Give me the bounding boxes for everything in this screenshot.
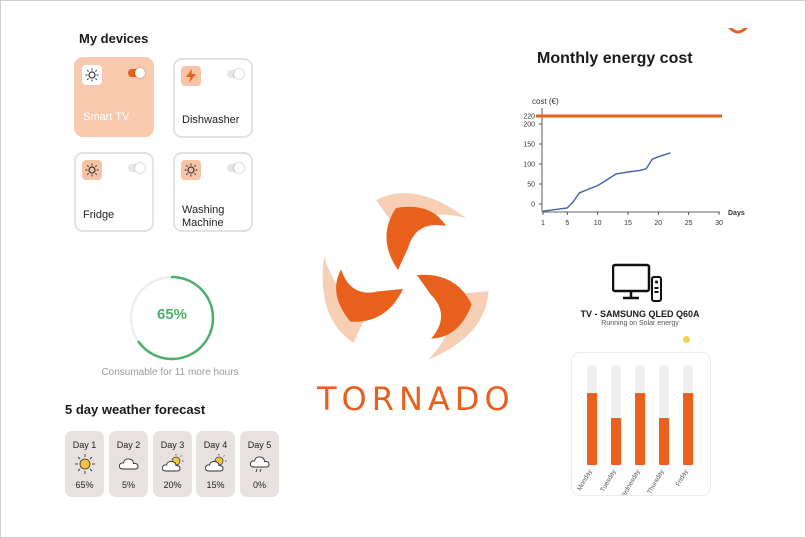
bar-label: Tuesday xyxy=(599,468,618,494)
devices-title: My devices xyxy=(79,31,149,46)
energy-line-chart: cost (€) Days 1 5 10 15 20 25 3005010015020022… xyxy=(523,97,745,227)
weather-day-card[interactable]: Day 5 0% xyxy=(240,431,279,497)
x-tick-label: 25 xyxy=(685,220,693,227)
sun-icon xyxy=(82,65,102,85)
device-card-smart-tv[interactable]: Smart TV xyxy=(74,57,154,137)
device-toggle[interactable] xyxy=(128,68,145,78)
rain-chance: 5% xyxy=(121,480,135,490)
sun-icon xyxy=(181,160,201,180)
rain-chance: 0% xyxy=(252,480,266,490)
x-tick-label: 20 xyxy=(654,220,662,227)
consumable-percent: 65% xyxy=(156,306,188,323)
tv-status: Running on Solar energy xyxy=(601,320,679,327)
device-toggle[interactable] xyxy=(227,69,244,79)
tv-name: TV - SAMSUNG QLED Q60A xyxy=(580,309,700,319)
tornado-logo-icon xyxy=(322,193,489,360)
device-toggle[interactable] xyxy=(128,163,145,173)
y-tick-label: 100 xyxy=(523,162,535,169)
device-label: Fridge xyxy=(83,209,115,221)
device-label: Smart TV xyxy=(83,111,130,123)
x-axis-label: Days xyxy=(728,210,745,217)
bar xyxy=(611,418,621,465)
x-tick-label: 15 xyxy=(624,220,632,227)
sun-icon xyxy=(75,454,95,474)
weather-day-card[interactable]: Day 4 15% xyxy=(196,431,235,497)
y-tick-label: 200 xyxy=(523,122,535,129)
bar xyxy=(659,418,669,465)
day-label: Day 5 xyxy=(247,440,272,450)
rain-chance: 20% xyxy=(163,480,182,490)
x-tick-label: 10 xyxy=(594,220,602,227)
partly-cloudy-icon xyxy=(161,454,184,472)
y-tick-label: 220 xyxy=(523,114,535,121)
device-label: Dishwasher xyxy=(182,114,240,126)
day-label: Day 2 xyxy=(116,440,141,450)
device-label: Washing Machine xyxy=(182,204,225,229)
weather-day-card[interactable]: Day 3 20% xyxy=(153,431,192,497)
rain-chance: 15% xyxy=(206,480,225,490)
bar xyxy=(635,393,645,465)
day-label: Day 3 xyxy=(160,440,185,450)
weather-day-card[interactable]: Day 2 5% xyxy=(109,431,148,497)
consumable-gauge xyxy=(129,275,215,361)
bar-label: Thursday xyxy=(646,468,666,495)
bar-label: Wednesday xyxy=(619,468,643,495)
chart-title: Monthly energy cost xyxy=(537,50,693,67)
y-axis-label: cost (€) xyxy=(532,97,559,106)
device-card-fridge[interactable]: Fridge xyxy=(74,152,154,232)
y-tick-label: 150 xyxy=(523,142,535,149)
brand-name: TORNADO xyxy=(317,380,515,418)
y-tick-label: 50 xyxy=(527,182,535,189)
weather-title: 5 day weather forecast xyxy=(65,402,206,417)
sun-icon xyxy=(82,160,102,180)
weather-day-card[interactable]: Day 1 65% xyxy=(65,431,104,497)
weekly-usage-card: Monday Tuesday Wednesday Thursday Friday xyxy=(571,352,711,502)
x-tick-label: 1 xyxy=(541,220,545,227)
bar xyxy=(587,393,597,465)
weekly-bar-chart: Monday Tuesday Wednesday Thursday Friday xyxy=(576,365,693,502)
device-card-washing-machine[interactable]: Washing Machine xyxy=(173,152,253,232)
bar-label: Monday xyxy=(576,468,594,492)
bar-label: Friday xyxy=(675,468,690,488)
partly-cloudy-icon xyxy=(204,454,227,472)
rain-icon xyxy=(249,456,270,473)
decorative-arc xyxy=(726,28,750,44)
consumable-caption: Consumable for 11 more hours xyxy=(101,367,239,378)
device-toggle[interactable] xyxy=(227,163,244,173)
solar-indicator-icon xyxy=(683,336,690,343)
day-label: Day 4 xyxy=(203,440,228,450)
cloud-icon xyxy=(118,458,139,470)
tv-icon xyxy=(612,263,662,302)
cost-series-line xyxy=(542,152,671,212)
device-card-dishwasher[interactable]: Dishwasher xyxy=(173,58,253,138)
y-tick-label: 0 xyxy=(531,202,535,209)
bolt-icon xyxy=(181,66,201,86)
bar xyxy=(683,393,693,465)
day-label: Day 1 xyxy=(72,440,97,450)
x-tick-label: 5 xyxy=(565,220,569,227)
x-tick-label: 30 xyxy=(715,220,723,227)
rain-chance: 65% xyxy=(75,480,94,490)
